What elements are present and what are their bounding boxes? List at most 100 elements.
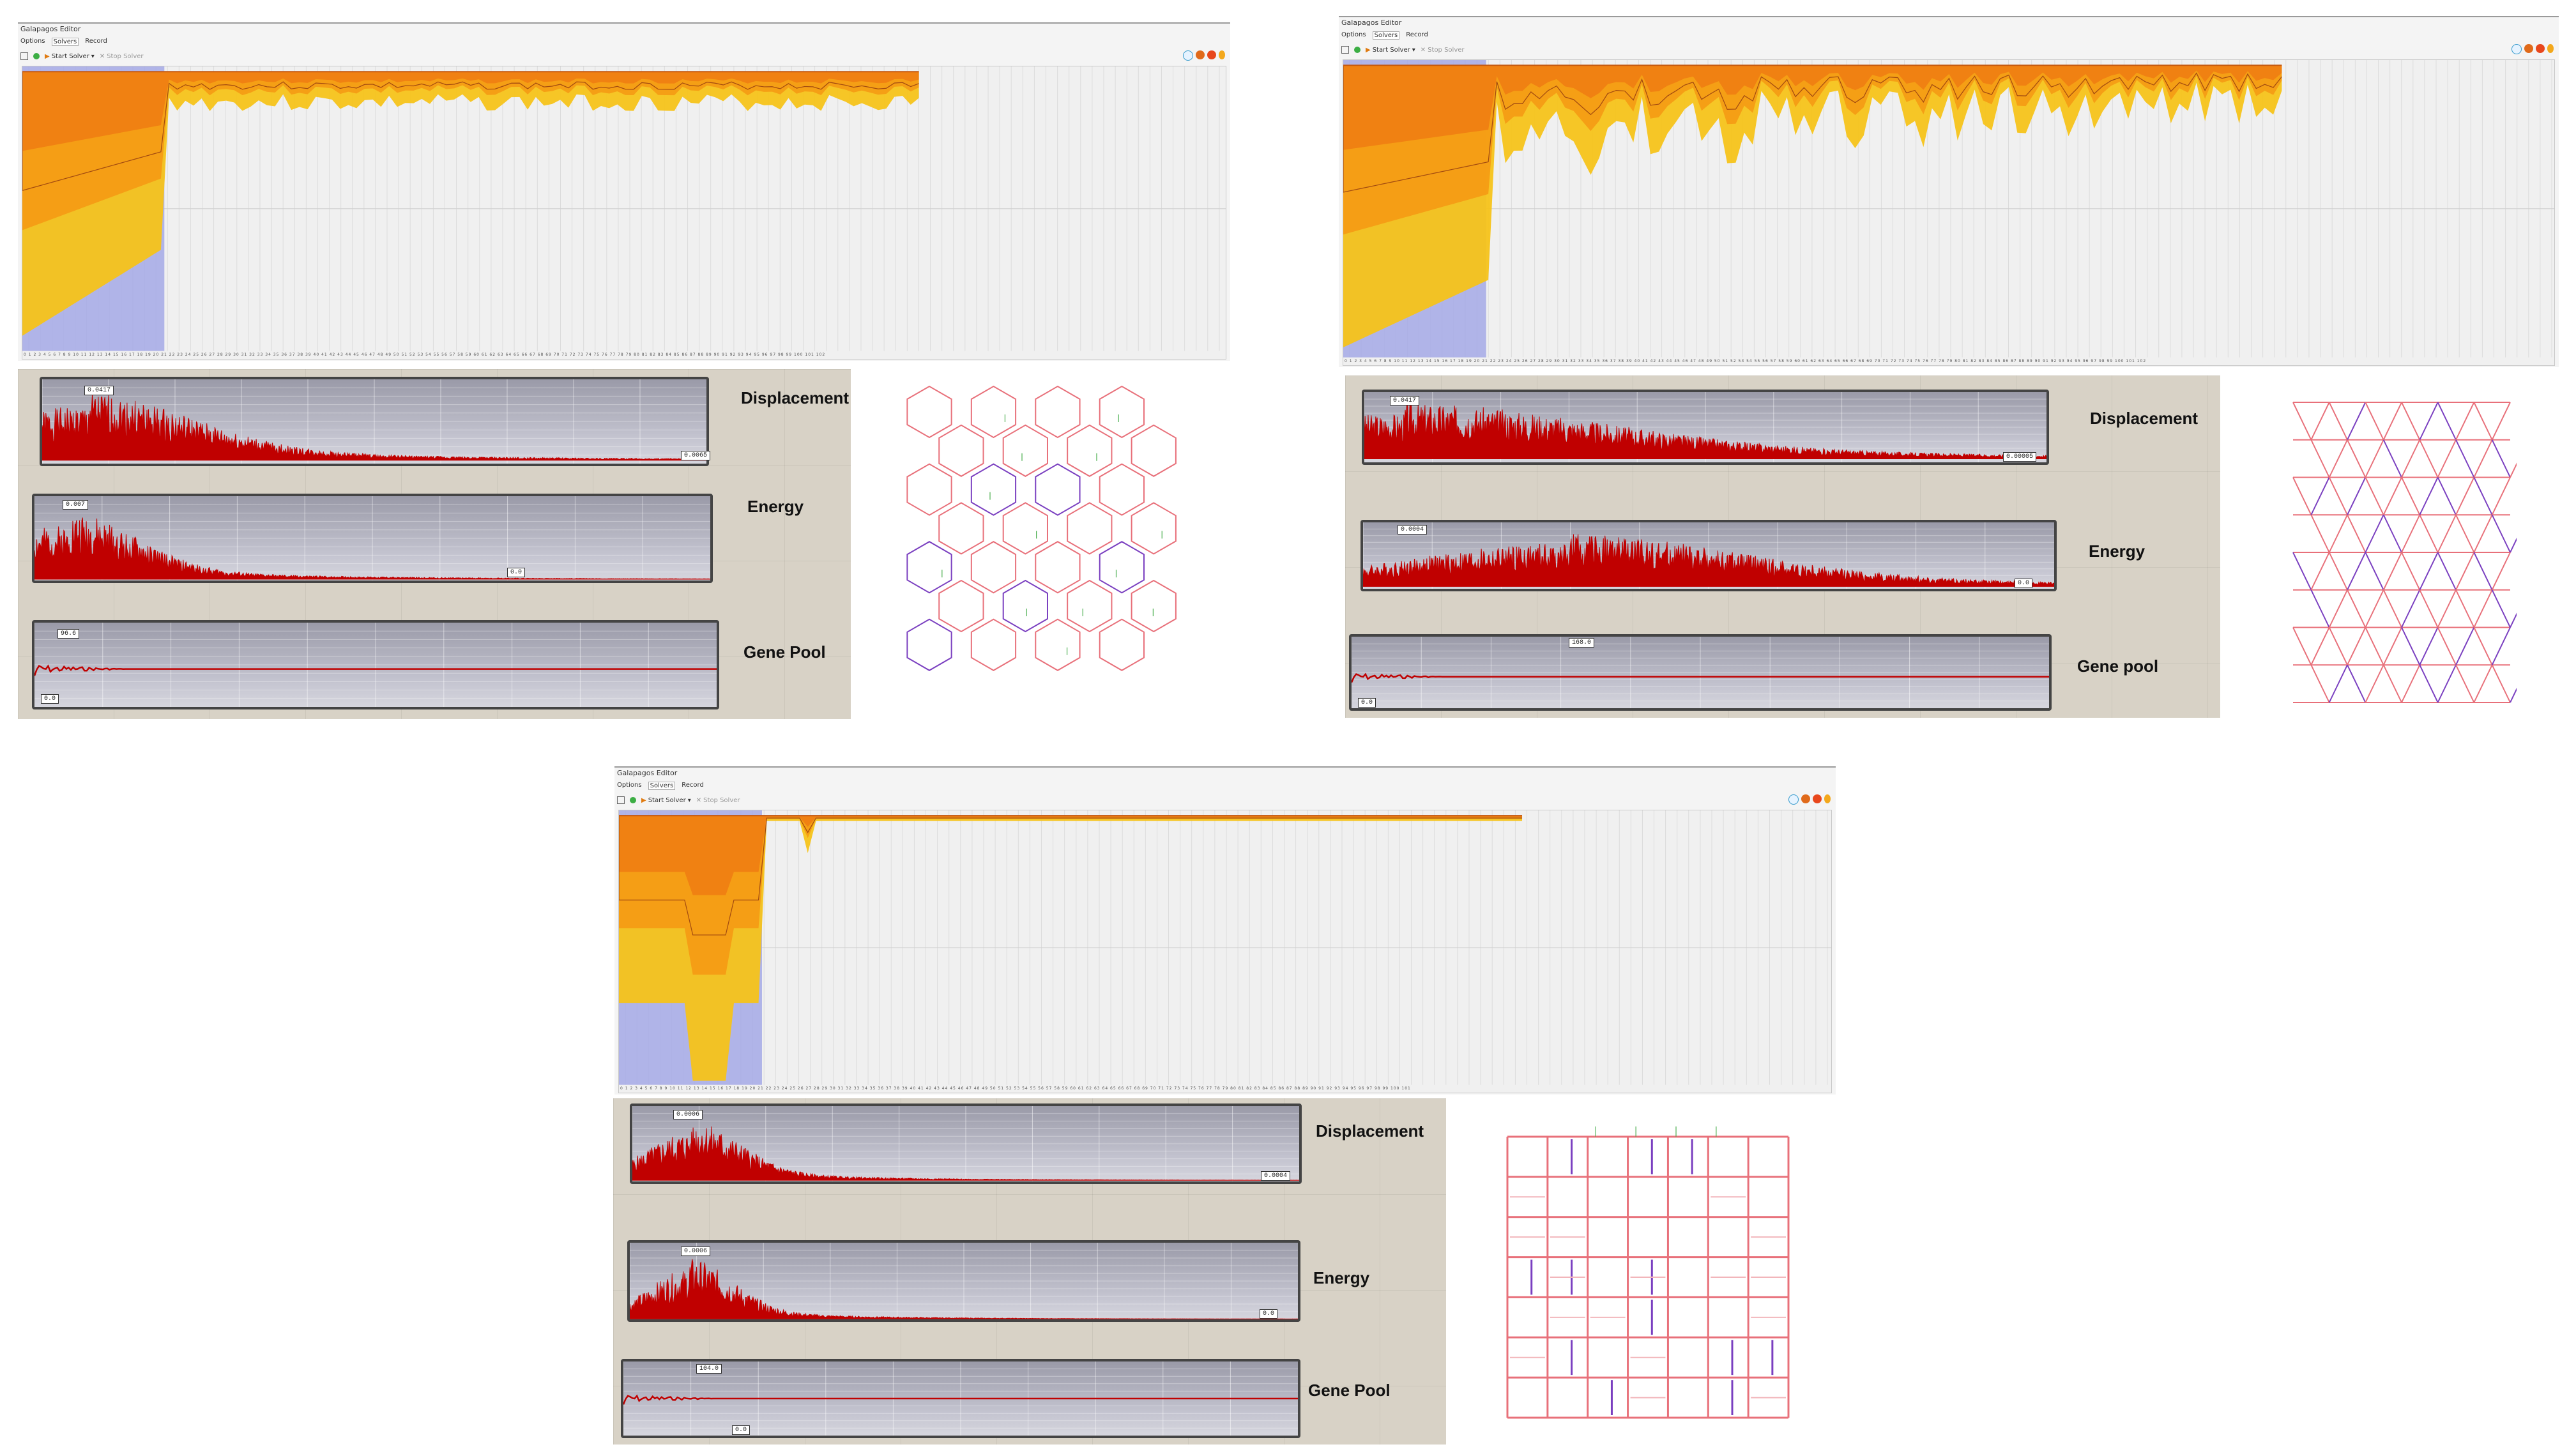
editor-menu: Options Solvers Record: [1341, 31, 1428, 40]
gene-pool-graph-mapper[interactable]: 104.0 0.0: [621, 1359, 1300, 1438]
go-icon[interactable]: [1354, 47, 1360, 53]
max-value-tag: 0.0417: [1390, 396, 1420, 406]
hex-cell: [906, 541, 952, 594]
fitness-graph[interactable]: 0 1 2 3 4 5 6 7 8 9 10 11 12 13 14 15 16…: [22, 66, 1226, 360]
go-icon[interactable]: [33, 53, 40, 59]
lattice-bar: [2510, 439, 2529, 478]
lattice-bar: [2401, 477, 2421, 515]
lattice-bar: [2382, 589, 2402, 628]
displacement-graph-mapper[interactable]: 0.0417 0.00005: [1362, 390, 2049, 465]
energy-graph-mapper[interactable]: 0.0004 0.0: [1360, 520, 2057, 591]
hex-cell: [938, 502, 984, 555]
stop-solver-button[interactable]: ✕ Stop Solver: [1421, 47, 1465, 54]
lattice-bar: [2473, 477, 2493, 515]
lattice-bar: [2510, 664, 2529, 703]
energy-graph-mapper[interactable]: 0.0006 0.0: [627, 1240, 1300, 1322]
pin-icon: [617, 796, 625, 804]
lattice-bar: [2437, 664, 2457, 703]
lattice-bar: [2347, 627, 2366, 665]
lattice-bar: [2292, 627, 2312, 665]
record-icon[interactable]: [1196, 50, 1205, 59]
pause-icon[interactable]: [1207, 50, 1216, 59]
menu-options[interactable]: Options: [617, 782, 642, 789]
lattice-bar: [2328, 439, 2348, 478]
fitness-min-button[interactable]: [20, 52, 28, 60]
lattice-bar: [2401, 664, 2421, 703]
fitness-average-line: [1343, 65, 2282, 193]
fitness-band: [1343, 65, 2282, 235]
stop-solver-button[interactable]: ✕ Stop Solver: [100, 53, 144, 60]
min-value-tag: 0.0065: [681, 451, 711, 460]
play-icon: ▶: [45, 52, 50, 60]
lattice-bar: [2473, 514, 2493, 553]
record-icon[interactable]: [2524, 44, 2533, 53]
pause-icon[interactable]: [1813, 794, 1822, 803]
menu-record[interactable]: Record: [682, 782, 704, 789]
hex-cell: [938, 424, 984, 477]
displacement-graph-mapper[interactable]: 0.0006 0.0004: [630, 1103, 1302, 1184]
zoom-icon[interactable]: [2511, 44, 2522, 54]
fitness-min-button[interactable]: [1341, 46, 1349, 54]
square-lattice-preview: [1495, 1124, 1801, 1430]
gene-pool-graph-mapper[interactable]: 96.6 0.0: [32, 620, 719, 709]
flame-icon[interactable]: [1219, 50, 1225, 59]
generation-axis: 0 1 2 3 4 5 6 7 8 9 10 11 12 13 14 15 16…: [1345, 359, 2147, 363]
lattice-bar: [2382, 439, 2402, 478]
hex-cell: [970, 463, 1017, 516]
gene-pool-label: Gene pool: [2077, 656, 2159, 676]
energy-graph-mapper[interactable]: 0.007 0.0: [32, 494, 713, 583]
lattice-bar: [2455, 439, 2475, 478]
flame-icon[interactable]: [2547, 44, 2554, 53]
displacement-label: Displacement: [741, 388, 850, 407]
lattice-bar: [2365, 477, 2384, 515]
menu-options[interactable]: Options: [1341, 31, 1366, 38]
pause-icon[interactable]: [2536, 44, 2545, 53]
graph-curve: [34, 666, 717, 676]
lattice-bar: [2382, 627, 2402, 665]
displacement-label: Displacement: [2090, 409, 2199, 428]
play-icon: ▶: [641, 796, 646, 804]
flame-icon[interactable]: [1824, 794, 1831, 803]
lattice-bar: [2365, 589, 2384, 628]
menu-record[interactable]: Record: [85, 38, 107, 45]
gene-pool-curve: [623, 1361, 1298, 1436]
menu-solvers[interactable]: Solvers: [648, 782, 676, 790]
generation-axis: 0 1 2 3 4 5 6 7 8 9 10 11 12 13 14 15 16…: [24, 353, 826, 357]
start-solver-button[interactable]: ▶ Start Solver ▾: [45, 53, 95, 60]
lattice-bar: [2491, 439, 2511, 478]
lattice-hex: [906, 385, 1177, 671]
fitness-graph[interactable]: 0 1 2 3 4 5 6 7 8 9 10 11 12 13 14 15 16…: [618, 810, 1832, 1093]
hex-cell: [1035, 541, 1081, 594]
hex-cell: [1035, 618, 1081, 671]
start-solver-label: Start Solver: [51, 52, 89, 60]
menu-record[interactable]: Record: [1406, 31, 1428, 38]
menu-solvers[interactable]: Solvers: [51, 38, 79, 46]
stop-solver-button[interactable]: ✕ Stop Solver: [696, 797, 740, 804]
lattice-bar: [2419, 552, 2439, 591]
displacement-graph-mapper[interactable]: 0.0417 0.0065: [40, 377, 711, 466]
fitness-min-button[interactable]: [617, 796, 625, 804]
menu-solvers[interactable]: Solvers: [1372, 31, 1400, 40]
lattice-bar: [2382, 552, 2402, 591]
lattice-bar: [2455, 402, 2475, 441]
fitness-graph[interactable]: 0 1 2 3 4 5 6 7 8 9 10 11 12 13 14 15 16…: [1343, 59, 2555, 366]
hex-cell: [906, 618, 952, 671]
displacement-label: Displacement: [1316, 1121, 1424, 1141]
hex-cell: [1035, 385, 1081, 439]
zoom-icon[interactable]: [1183, 50, 1193, 61]
go-icon[interactable]: [630, 797, 636, 803]
graph-curve: [1352, 674, 2049, 683]
lattice-bar: [2292, 477, 2312, 515]
menu-options[interactable]: Options: [20, 38, 45, 45]
zoom-icon[interactable]: [1788, 794, 1799, 805]
gene-pool-curve: [1352, 637, 2049, 708]
lattice-bar: [2491, 402, 2511, 441]
lattice-bar: [2419, 402, 2439, 441]
start-solver-button[interactable]: ▶ Start Solver ▾: [641, 797, 691, 804]
editor-toolbar: ▶ Start Solver ▾ ✕ Stop Solver: [20, 49, 1228, 63]
lattice-bar: [2382, 477, 2402, 515]
gene-pool-graph-mapper[interactable]: 168.0 0.0: [1349, 634, 2052, 711]
start-solver-button[interactable]: ▶ Start Solver ▾: [1366, 47, 1415, 54]
lattice-tri: [2292, 402, 2529, 703]
record-icon[interactable]: [1801, 794, 1810, 803]
